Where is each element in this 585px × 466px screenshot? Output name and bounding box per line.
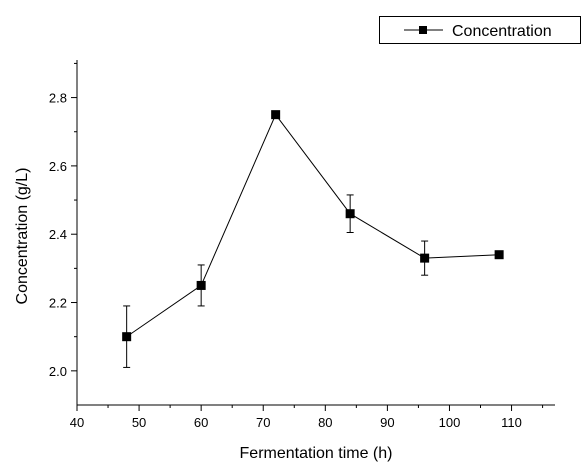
x-tick-label: 80: [318, 415, 332, 430]
x-tick-label: 70: [256, 415, 270, 430]
legend-label: Concentration: [452, 23, 552, 40]
y-tick-label: 2.2: [49, 296, 67, 311]
data-point: [271, 110, 281, 120]
x-tick-label: 90: [380, 415, 394, 430]
legend: Concentration: [379, 16, 581, 44]
y-tick-label: 2.8: [49, 91, 67, 106]
x-tick-label: 110: [501, 415, 522, 430]
x-tick-label: 60: [194, 415, 208, 430]
x-tick-label: 50: [132, 415, 146, 430]
y-tick-label: 2.6: [49, 159, 67, 174]
series-layer: [122, 110, 504, 368]
axes: [76, 60, 555, 406]
y-tick-label: 2.4: [49, 227, 67, 242]
data-point: [345, 209, 355, 219]
x-tick-label: 40: [70, 415, 84, 430]
x-axis-label: Fermentation time (h): [240, 445, 393, 462]
data-point: [122, 332, 132, 342]
x-tick-label: 100: [439, 415, 461, 430]
data-point: [196, 280, 206, 290]
data-point: [420, 253, 430, 263]
y-axis-label: Concentration (g/L): [14, 168, 31, 305]
series-line: [126, 113, 500, 338]
y-tick-label: 2.0: [49, 364, 67, 379]
y-ticks: 2.0 2.2 2.4 2.6 2.8: [49, 62, 77, 379]
legend-marker: [419, 26, 427, 34]
x-ticks: 40 50 60 70 80 90 100 110: [70, 405, 544, 430]
data-point: [494, 250, 504, 260]
